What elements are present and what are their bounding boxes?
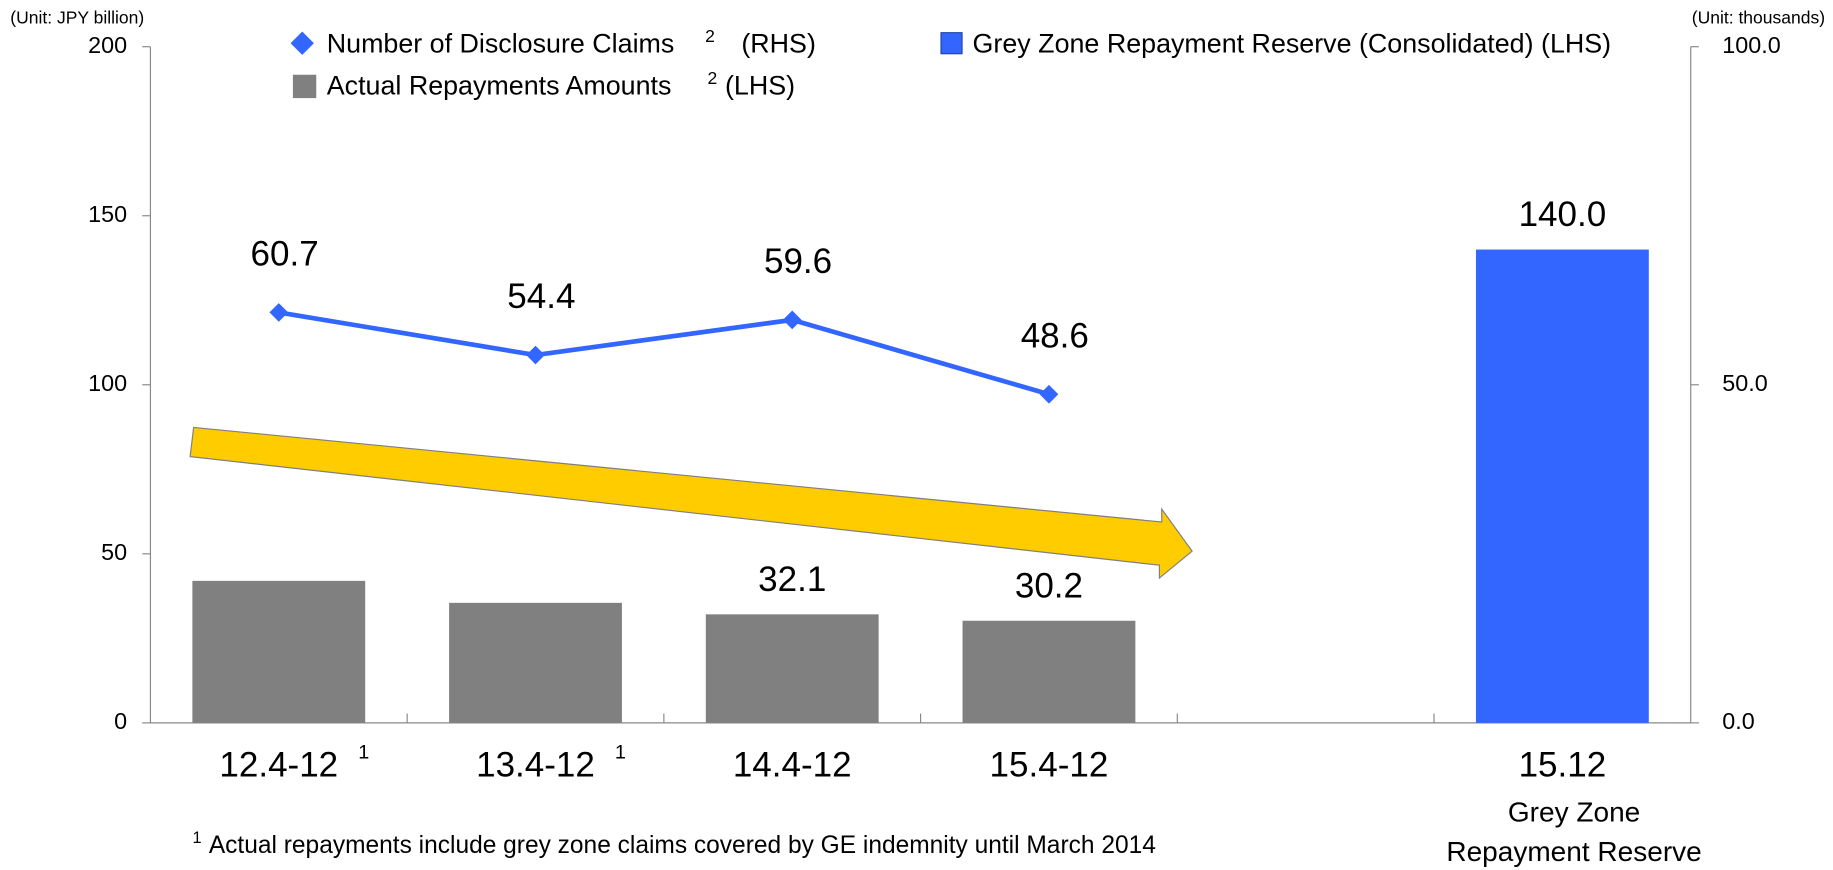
line <box>278 310 1050 397</box>
legend-side: (RHS) <box>741 29 816 59</box>
bar <box>962 620 1136 723</box>
x-tick-label: 15.12 <box>1519 745 1607 784</box>
bar <box>1475 249 1649 723</box>
point-label: 48.6 <box>1021 316 1089 355</box>
footnote-marker: 1 <box>192 829 201 847</box>
bar <box>192 580 366 723</box>
legend-marker <box>290 31 314 55</box>
unit-right: (Unit: thousands) <box>1692 7 1825 27</box>
legend-label: Grey Zone Repayment Reserve (Consolidate… <box>973 29 1612 59</box>
legend-note: 2 <box>707 68 717 88</box>
legend-marker <box>940 32 963 55</box>
point-label: 54.4 <box>507 277 575 316</box>
unit-left: (Unit: JPY billion) <box>10 7 144 27</box>
x-tick-label: 13.4-12 <box>476 745 595 784</box>
marker <box>269 303 289 322</box>
y-tick-label: 0 <box>114 708 127 734</box>
y-tick-label: 150 <box>88 201 127 227</box>
point-label: 59.6 <box>764 242 832 281</box>
footnote: Actual repayments include grey zone clai… <box>209 832 1156 859</box>
point-label: 60.7 <box>251 235 319 274</box>
y-tick-label: 50 <box>101 539 127 565</box>
bar <box>705 614 879 723</box>
bar <box>449 602 622 723</box>
bar-label: 140.0 <box>1519 195 1607 234</box>
legend-side: (LHS) <box>725 71 795 101</box>
legend-label: Number of Disclosure Claims <box>327 29 675 59</box>
legend-label: Actual Repayments Amounts <box>327 71 672 101</box>
x-sublabel: Repayment Reserve <box>1446 836 1701 867</box>
legend-marker <box>292 74 317 99</box>
x-tick-note: 1 <box>615 741 626 763</box>
marker <box>782 310 802 330</box>
trend-arrow <box>189 426 1193 580</box>
legend-note: 2 <box>705 26 715 46</box>
bar-label: 30.2 <box>1015 566 1083 605</box>
y2-tick-label: 100.0 <box>1722 32 1780 58</box>
x-tick-label: 15.4-12 <box>990 745 1109 784</box>
y-tick-label: 200 <box>88 32 127 58</box>
x-sublabel: Grey Zone <box>1508 796 1640 827</box>
x-tick-label: 14.4-12 <box>733 745 852 784</box>
y2-tick-label: 50.0 <box>1722 370 1767 396</box>
bar-label: 32.1 <box>758 560 826 599</box>
marker <box>526 345 545 365</box>
x-tick-label: 12.4-12 <box>219 745 338 784</box>
y-tick-label: 100 <box>88 370 127 396</box>
y2-tick-label: 0.0 <box>1722 708 1754 734</box>
x-tick-note: 1 <box>358 741 369 763</box>
marker <box>1039 384 1059 404</box>
